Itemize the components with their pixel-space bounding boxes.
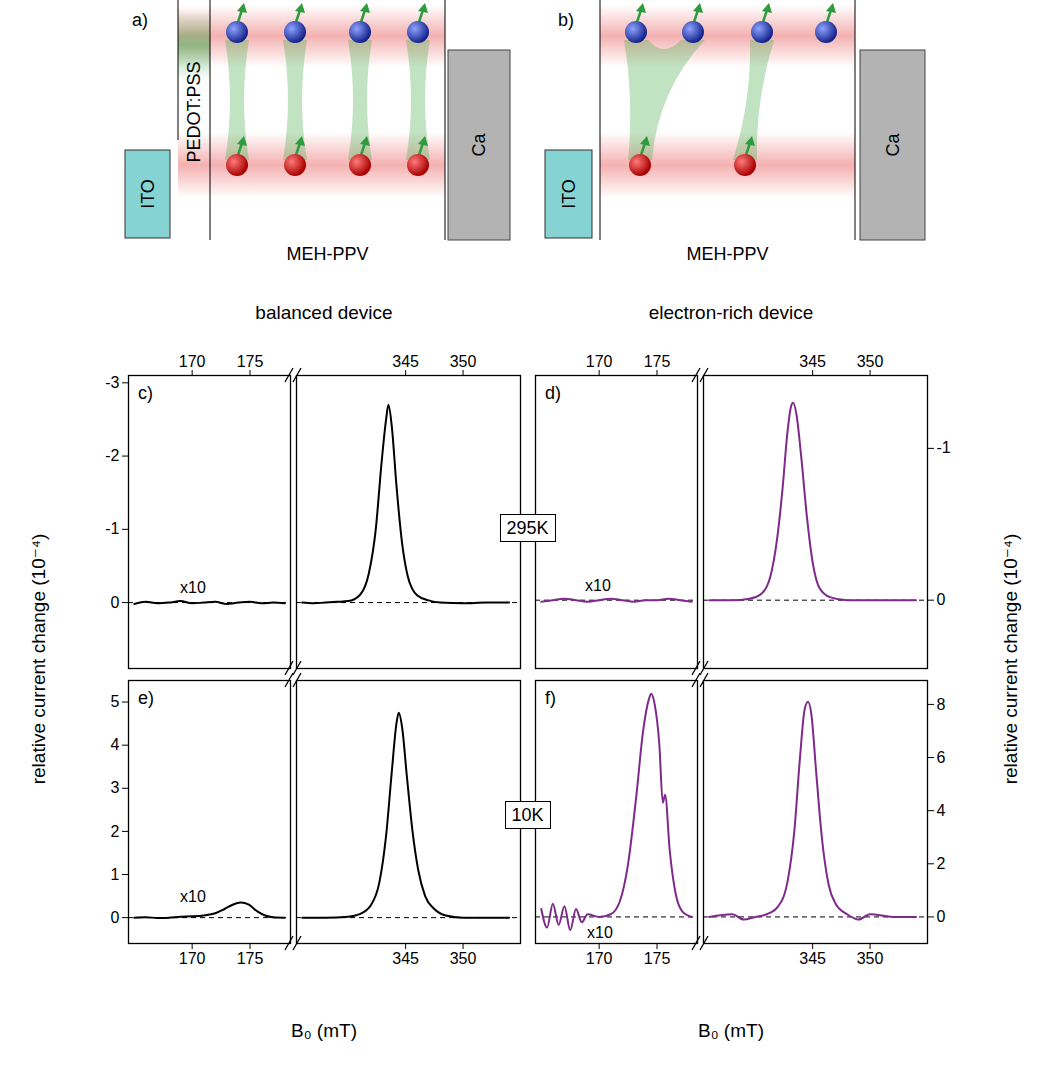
svg-text:0: 0 bbox=[111, 909, 120, 926]
html-text:x10: x10 bbox=[180, 579, 206, 596]
svg-text:ITO: ITO bbox=[559, 179, 579, 209]
svg-text:345: 345 bbox=[799, 950, 826, 967]
svg-text:2: 2 bbox=[111, 823, 120, 840]
svg-text:4: 4 bbox=[937, 802, 946, 819]
svg-text:PEDOT:PSS: PEDOT:PSS bbox=[184, 61, 204, 162]
svg-text:345: 345 bbox=[799, 353, 826, 370]
svg-text:350: 350 bbox=[450, 950, 477, 967]
svg-text:5: 5 bbox=[111, 693, 120, 710]
svg-text:b): b) bbox=[558, 10, 574, 30]
svg-text:-2: -2 bbox=[105, 447, 119, 464]
svg-text:-1: -1 bbox=[105, 520, 119, 537]
html-text:electron-rich device: electron-rich device bbox=[648, 301, 814, 323]
html-text:d): d) bbox=[545, 383, 561, 403]
svg-text:2: 2 bbox=[937, 855, 946, 872]
svg-text:0: 0 bbox=[937, 908, 946, 925]
html-text:relative current change (10⁻⁴): relative current change (10⁻⁴) bbox=[27, 533, 49, 785]
svg-text:350: 350 bbox=[450, 353, 477, 370]
svg-text:350: 350 bbox=[857, 353, 884, 370]
html-text:295K: 295K bbox=[506, 518, 549, 538]
html-text:B₀ (mT): B₀ (mT) bbox=[291, 1019, 357, 1041]
svg-text:350: 350 bbox=[857, 950, 884, 967]
svg-text:170: 170 bbox=[179, 353, 206, 370]
svg-text:8: 8 bbox=[937, 696, 946, 713]
svg-text:Ca: Ca bbox=[883, 133, 903, 157]
svg-text:6: 6 bbox=[937, 749, 946, 766]
svg-text:3: 3 bbox=[111, 779, 120, 796]
html-text:B₀ (mT): B₀ (mT) bbox=[698, 1019, 764, 1041]
svg-text:ITO: ITO bbox=[138, 179, 158, 209]
svg-text:-1: -1 bbox=[937, 439, 951, 456]
svg-text:a): a) bbox=[132, 10, 148, 30]
svg-text:170: 170 bbox=[586, 950, 613, 967]
svg-text:175: 175 bbox=[644, 353, 671, 370]
html-text:balanced device: balanced device bbox=[255, 301, 393, 323]
html-text:f): f) bbox=[545, 688, 556, 708]
html-text:x10: x10 bbox=[585, 577, 611, 594]
svg-text:MEH-PPV: MEH-PPV bbox=[686, 244, 768, 264]
svg-text:170: 170 bbox=[179, 950, 206, 967]
html-text:c): c) bbox=[138, 383, 153, 403]
svg-text:4: 4 bbox=[111, 736, 120, 753]
html-text:10K: 10K bbox=[511, 805, 544, 825]
svg-text:170: 170 bbox=[586, 353, 613, 370]
svg-text:0: 0 bbox=[111, 594, 120, 611]
svg-text:Ca: Ca bbox=[469, 133, 489, 157]
svg-text:175: 175 bbox=[237, 353, 264, 370]
svg-text:MEH-PPV: MEH-PPV bbox=[286, 244, 368, 264]
svg-text:175: 175 bbox=[644, 950, 671, 967]
svg-text:345: 345 bbox=[392, 353, 419, 370]
svg-text:345: 345 bbox=[392, 950, 419, 967]
svg-text:1: 1 bbox=[111, 866, 120, 883]
html-text:e): e) bbox=[138, 688, 154, 708]
svg-text:175: 175 bbox=[237, 950, 264, 967]
html-text:relative current change (10⁻⁴): relative current change (10⁻⁴) bbox=[999, 533, 1021, 785]
svg-text:-3: -3 bbox=[105, 374, 119, 391]
html-text:x10: x10 bbox=[180, 888, 206, 905]
svg-text:0: 0 bbox=[937, 591, 946, 608]
html-text:x10: x10 bbox=[587, 924, 613, 941]
